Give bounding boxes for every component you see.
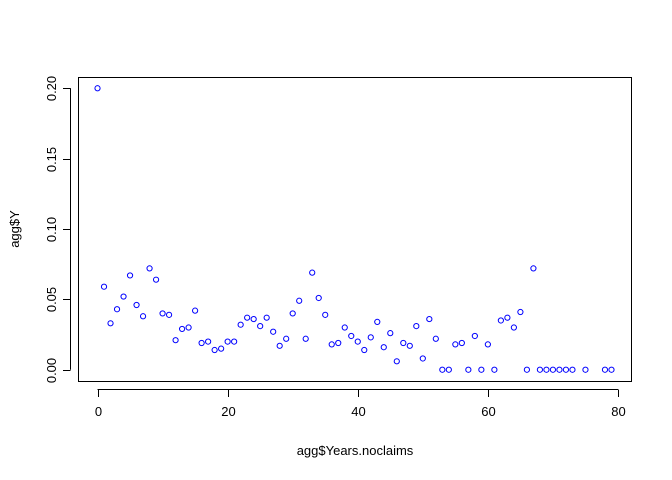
data-point [263, 314, 270, 321]
data-point [237, 321, 244, 328]
data-point [530, 265, 537, 272]
data-point [296, 297, 303, 304]
data-point [315, 294, 322, 302]
data-point [159, 310, 166, 317]
data-point [276, 342, 283, 349]
data-point [250, 315, 257, 323]
data-point [523, 366, 531, 373]
data-point [426, 315, 433, 323]
data-point [471, 332, 478, 340]
data-point [543, 366, 550, 373]
x-tick-label: 80 [611, 404, 625, 419]
data-point [608, 366, 615, 373]
data-point [549, 366, 557, 373]
data-point [283, 335, 290, 342]
data-point [445, 366, 452, 373]
y-tick-label: 0.00 [44, 358, 59, 383]
data-point [439, 366, 446, 373]
data-point [367, 334, 374, 341]
data-point [413, 323, 420, 330]
data-point [165, 311, 173, 318]
y-axis-title: agg$Y [7, 210, 22, 248]
data-point [562, 366, 570, 373]
data-point [218, 345, 225, 352]
data-point [205, 338, 212, 345]
data-point [94, 85, 101, 92]
data-point [309, 269, 316, 276]
data-point [126, 272, 134, 279]
data-point [192, 307, 199, 314]
x-axis: 0 20 40 60 80 [95, 389, 626, 419]
data-point [198, 339, 205, 347]
data-point [497, 317, 504, 324]
data-point [510, 324, 517, 331]
data-point [393, 358, 400, 365]
data-point [120, 293, 127, 300]
x-tick-label: 20 [221, 404, 235, 419]
x-axis-title: agg$Years.noclaims [297, 443, 414, 458]
y-tick-label: 0.10 [44, 217, 59, 242]
data-point [465, 366, 472, 373]
data-point [452, 341, 459, 348]
data-point [244, 314, 251, 321]
plot-frame [78, 77, 632, 382]
y-axis: 0.00 0.05 0.10 0.15 0.20 [44, 76, 71, 383]
data-point [536, 366, 544, 373]
data-point [491, 366, 498, 373]
data-point [387, 330, 394, 337]
data-point [419, 355, 426, 362]
data-point [289, 310, 296, 317]
data-point [348, 332, 355, 340]
data-point [185, 324, 192, 331]
data-point [504, 314, 511, 321]
data-point [406, 342, 413, 349]
y-tick-label: 0.20 [44, 76, 59, 101]
data-point [146, 265, 153, 272]
data-point [361, 346, 368, 354]
data-point [139, 313, 147, 320]
data-points [94, 85, 615, 373]
data-point [107, 320, 114, 327]
data-point [374, 318, 381, 325]
data-point [322, 311, 329, 318]
data-point [517, 308, 524, 316]
x-tick-label: 40 [351, 404, 365, 419]
data-point [582, 366, 589, 373]
data-point [458, 339, 465, 347]
y-tick-label: 0.05 [44, 287, 59, 312]
data-point [341, 324, 348, 331]
data-point [152, 276, 160, 283]
data-point [178, 325, 186, 333]
data-point [601, 366, 609, 373]
data-point [133, 301, 140, 309]
data-point [569, 366, 576, 373]
data-point [113, 306, 121, 313]
y-tick-label: 0.15 [44, 147, 59, 172]
x-tick-label: 0 [95, 404, 102, 419]
data-point [400, 339, 407, 347]
data-point [257, 323, 264, 330]
data-point [432, 335, 439, 342]
data-point [172, 337, 179, 344]
data-point [211, 346, 218, 354]
data-point [484, 341, 491, 348]
data-point [478, 366, 485, 373]
x-tick-label: 60 [481, 404, 495, 419]
data-point [380, 344, 387, 351]
data-point [100, 283, 108, 290]
data-point [335, 339, 342, 347]
data-point [354, 338, 361, 345]
data-point [302, 335, 309, 342]
data-point [224, 338, 231, 345]
data-point [556, 366, 563, 373]
data-point [328, 341, 335, 348]
data-point [231, 338, 238, 345]
data-point [270, 328, 277, 335]
